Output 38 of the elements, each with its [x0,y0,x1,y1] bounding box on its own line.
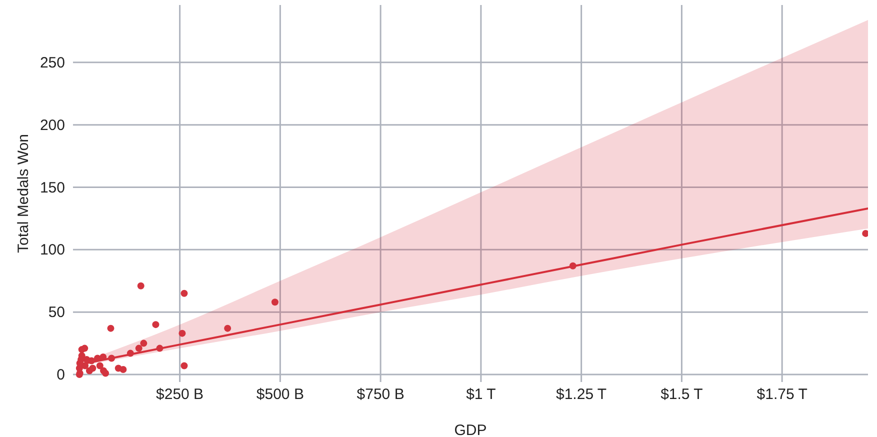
point [862,230,868,237]
point [96,362,104,370]
point [107,324,114,332]
x-tick-label: $1 T [466,386,496,403]
x-tick-label: $500 B [256,386,304,403]
point [108,354,116,362]
point [94,354,101,362]
y-tick-label: 100 [40,242,65,259]
point [140,340,148,347]
y-tick-label: 0 [56,366,65,384]
point [180,362,188,370]
point [271,298,278,306]
point [82,362,89,370]
point [120,366,127,374]
point [126,350,134,357]
point [78,356,85,364]
x-tick-label: $1.5 T [660,386,703,403]
point [224,324,232,332]
x-tick-label: $1.25 T [556,386,607,403]
point [89,364,96,372]
x-tick-label: $750 B [356,386,404,403]
point [137,282,144,290]
y-tick-label: 50 [48,304,65,322]
y-axis-title: Total Medals Won [15,134,32,253]
point [135,344,142,352]
x-tick-label: $1.75 T [756,386,808,403]
point [81,344,88,352]
point [569,262,576,270]
y-tick-label: 200 [40,116,65,134]
y-tick-label: 250 [40,54,65,72]
point [178,330,186,337]
point [152,321,160,328]
point [156,344,164,352]
y-tick-label: 150 [40,179,65,196]
point [102,370,110,377]
x-axis-title: GDP [454,422,487,437]
point [180,290,188,297]
x-tick-label: $250 B [156,386,204,403]
